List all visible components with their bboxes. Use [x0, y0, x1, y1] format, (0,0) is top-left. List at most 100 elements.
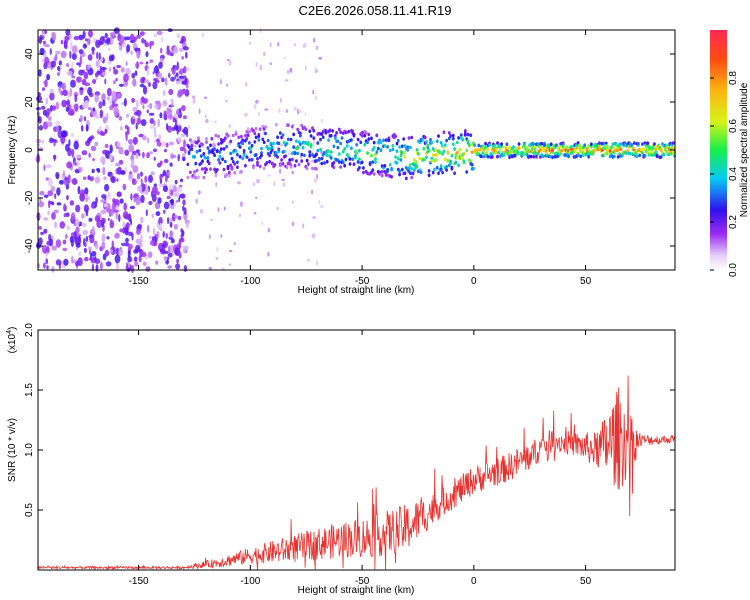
ridge-mark: [321, 135, 325, 139]
noise-blob: [261, 221, 264, 225]
noise-blob: [42, 29, 45, 37]
noise-blob: [146, 152, 150, 159]
colorbar-tick-label: 0.6: [728, 119, 739, 133]
ridge-mark: [645, 144, 648, 148]
noise-blob: [99, 109, 104, 119]
ridge-mark: [651, 145, 655, 150]
ridge-mark: [341, 160, 345, 164]
noise-blob: [168, 141, 174, 146]
ridge-mark: [616, 148, 620, 152]
noise-blob: [185, 51, 188, 59]
ridge-mark: [498, 147, 502, 152]
ridge-mark: [254, 153, 258, 157]
ridge-mark: [215, 149, 219, 154]
noise-blob: [82, 230, 89, 235]
noise-blob: [95, 196, 98, 204]
noise-blob: [263, 51, 266, 57]
noise-blob: [49, 48, 52, 55]
ridge-mark: [244, 133, 247, 138]
noise-blob: [71, 52, 77, 61]
noise-blob: [174, 74, 177, 80]
ridge-mark: [540, 141, 544, 146]
ridge-mark: [529, 154, 533, 159]
ridge-mark: [646, 141, 650, 145]
ridge-mark: [285, 141, 289, 146]
noise-blob: [155, 260, 159, 265]
ridge-mark: [236, 152, 239, 157]
noise-blob: [95, 60, 100, 68]
noise-blob: [179, 178, 184, 183]
noise-blob: [122, 183, 127, 191]
noise-blob: [221, 267, 225, 270]
noise-blob: [201, 32, 205, 38]
ridge-mark: [410, 135, 414, 140]
ridge-mark: [388, 163, 392, 167]
ridge-mark: [481, 151, 485, 155]
noise-blob: [163, 201, 170, 210]
noise-blob: [76, 76, 82, 83]
ridge-mark: [470, 150, 474, 154]
noise-blob: [118, 116, 123, 121]
ridge-mark: [608, 149, 612, 153]
noise-blob: [139, 61, 144, 65]
ridge-mark: [410, 166, 414, 171]
y-tick-label: 1.5: [24, 383, 35, 397]
noise-blob: [168, 188, 171, 197]
ridge-mark: [463, 131, 467, 136]
ridge-mark: [587, 154, 591, 159]
ridge-mark: [516, 151, 519, 156]
noise-blob: [239, 201, 243, 208]
noise-blob: [43, 262, 46, 269]
noise-blob: [136, 117, 142, 125]
noise-blob: [176, 61, 179, 71]
noise-blob: [101, 67, 107, 71]
noise-blob: [132, 115, 136, 120]
ridge-mark: [451, 133, 455, 138]
noise-blob: [56, 72, 60, 76]
noise-blob: [148, 82, 151, 87]
ridge-mark: [653, 142, 656, 146]
x-tick-label: 50: [580, 576, 592, 587]
noise-blob: [142, 105, 145, 109]
noise-blob: [179, 40, 184, 44]
noise-blob: [148, 112, 155, 116]
noise-blob: [269, 42, 272, 48]
ridge-mark: [533, 147, 537, 152]
ridge-mark: [300, 152, 304, 157]
noise-blob: [170, 238, 175, 244]
ridge-mark: [454, 160, 458, 165]
ridge-mark: [312, 136, 316, 140]
ridge-mark: [286, 137, 290, 142]
noise-blob: [130, 50, 133, 55]
ridge-mark: [628, 151, 632, 156]
noise-blob: [215, 256, 219, 261]
noise-blob: [96, 51, 99, 60]
noise-blob: [142, 135, 147, 141]
ridge-mark: [197, 175, 200, 180]
noise-blob: [85, 100, 89, 108]
ridge-mark: [258, 127, 262, 131]
ridge-mark: [261, 137, 265, 142]
ridge-mark: [246, 127, 250, 131]
ridge-mark: [218, 154, 222, 159]
noise-blob: [54, 139, 58, 144]
ridge-mark: [328, 128, 332, 132]
ridge-mark: [291, 124, 294, 129]
noise-blob: [94, 114, 100, 119]
ridge-mark: [308, 153, 312, 158]
ridge-mark: [309, 143, 313, 147]
noise-blob: [254, 196, 258, 199]
ridge-mark: [270, 145, 274, 150]
ridge-mark: [396, 138, 400, 143]
ridge-mark: [337, 160, 341, 164]
noise-blob: [45, 97, 48, 105]
ridge-mark: [379, 140, 383, 145]
noise-blob: [115, 77, 118, 82]
noise-blob: [44, 79, 48, 88]
noise-blob: [311, 159, 315, 163]
ridge-mark: [429, 137, 432, 142]
noise-blob: [109, 144, 113, 154]
noise-blob: [109, 153, 113, 162]
ridge-mark: [590, 142, 593, 146]
noise-blob: [45, 258, 48, 265]
